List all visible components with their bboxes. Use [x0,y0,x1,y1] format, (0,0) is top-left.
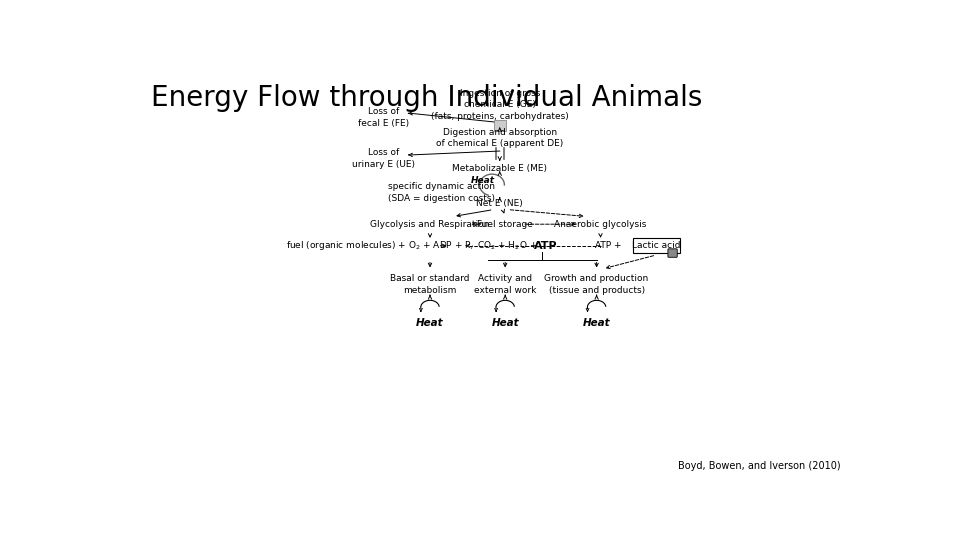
Text: ATP: ATP [535,241,558,251]
Text: specific dynamic action
(SDA = digestion costs): specific dynamic action (SDA = digestion… [388,182,495,203]
Text: Net E (NE): Net E (NE) [476,199,523,208]
Text: Heat: Heat [492,318,519,328]
Text: Loss of
urinary E (UE): Loss of urinary E (UE) [352,148,415,169]
Text: Anaerobic glycolysis: Anaerobic glycolysis [554,220,647,229]
Text: Lactic acid: Lactic acid [632,241,681,250]
Text: Fuel storage: Fuel storage [477,220,533,229]
Text: fuel (organic molecules) + O$_2$ + ADP + P$_i$: fuel (organic molecules) + O$_2$ + ADP +… [286,239,473,252]
Bar [633,238,680,253]
FancyBboxPatch shape [668,249,677,257]
Text: Metabolizable E (ME): Metabolizable E (ME) [452,164,547,173]
Text: Loss of
fecal E (FE): Loss of fecal E (FE) [358,107,409,127]
Text: Heat: Heat [583,318,611,328]
Text: Heat: Heat [417,318,444,328]
Text: Energy Flow through Individual Animals: Energy Flow through Individual Animals [151,84,703,112]
Text: ATP +: ATP + [595,241,621,250]
Text: CO$_2$ + H$_2$O +: CO$_2$ + H$_2$O + [477,240,539,252]
Text: Growth and production
(tissue and products): Growth and production (tissue and produc… [544,274,649,295]
Text: Activity and
external work: Activity and external work [474,274,537,295]
Text: Ingestion of gross
chemical E (GE)
(fats, proteins, carbohydrates): Ingestion of gross chemical E (GE) (fats… [431,89,568,121]
Bar [493,120,506,131]
Text: Basal or standard
metabolism: Basal or standard metabolism [391,274,469,295]
Text: Digestion and absorption
of chemical E (apparent DE): Digestion and absorption of chemical E (… [436,127,564,149]
Text: Boyd, Bowen, and Iverson (2010): Boyd, Bowen, and Iverson (2010) [678,461,841,471]
Text: Heat: Heat [470,176,494,185]
Text: Glycolysis and Respiration: Glycolysis and Respiration [371,220,490,229]
